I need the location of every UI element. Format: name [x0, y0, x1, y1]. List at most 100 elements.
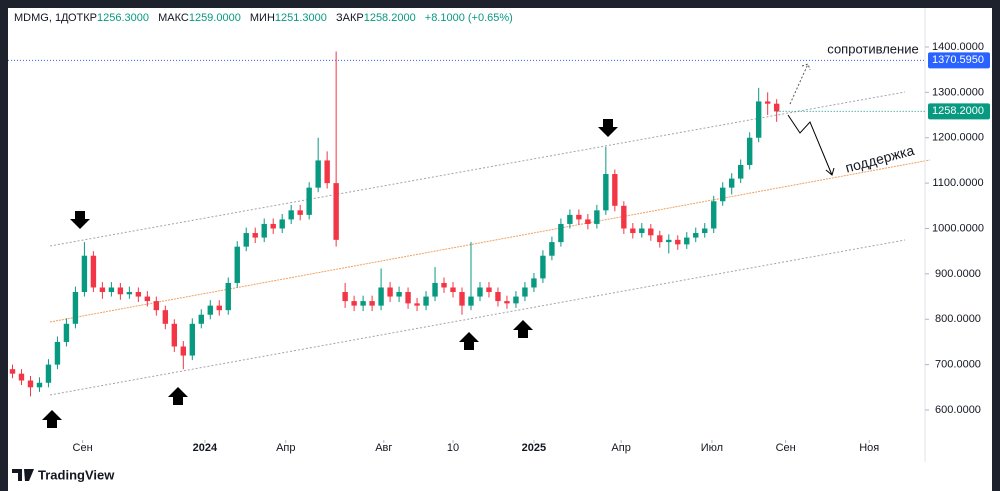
- symbol: MDMG, 1Д: [14, 12, 69, 24]
- logo-icon: [12, 469, 34, 481]
- candle-body: [702, 228, 708, 234]
- candle-body: [755, 101, 762, 138]
- chart-background: [8, 8, 992, 491]
- candle-body: [153, 301, 160, 311]
- candle-body: [369, 301, 375, 306]
- candle-body: [612, 174, 618, 206]
- candle-body: [540, 255, 546, 279]
- candle-body: [54, 341, 61, 365]
- candle-body: [18, 373, 25, 381]
- candle-body: [630, 228, 636, 234]
- candle-body: [405, 292, 411, 304]
- candle-body: [234, 246, 240, 283]
- candle-body: [639, 228, 645, 234]
- candle-body: [135, 292, 142, 297]
- candle-body: [261, 223, 267, 238]
- logo-text: TradingView: [38, 467, 115, 482]
- x-tick-label: 2025: [522, 442, 546, 454]
- x-tick-label: 2024: [193, 442, 218, 454]
- low-label: МИН: [250, 12, 275, 24]
- high-label: МАКС: [158, 12, 189, 24]
- candle-body: [99, 287, 106, 293]
- candle-body: [306, 187, 312, 215]
- channel-lower: [49, 239, 906, 396]
- last-price-label: 1258.2000: [932, 105, 984, 117]
- y-tick-label: 1300.0000: [932, 86, 984, 98]
- candle-body: [738, 164, 744, 179]
- candle-body: [279, 219, 285, 229]
- candle-body: [387, 287, 393, 297]
- candle-body: [711, 201, 717, 229]
- channel-upper: [49, 91, 906, 247]
- x-tick-label: Апр: [276, 442, 295, 454]
- candle-body: [270, 223, 276, 229]
- candle-body: [549, 242, 555, 256]
- candle-body: [585, 219, 591, 224]
- candle-body: [333, 183, 339, 240]
- candle-body: [594, 210, 600, 224]
- candle-body: [378, 287, 384, 306]
- down-arrow: [598, 119, 618, 137]
- change-value: +8.1000 (+0.65%): [425, 12, 513, 24]
- candle-body: [189, 323, 195, 356]
- down-arrow: [70, 211, 90, 229]
- candle-body: [63, 323, 70, 342]
- resistance-price-box: [928, 52, 990, 69]
- candle-body: [504, 301, 510, 304]
- candle-body: [297, 210, 303, 215]
- y-tick-label: 600.0000: [935, 404, 981, 416]
- y-tick-label: 700.0000: [935, 359, 981, 371]
- candle-body: [360, 301, 366, 306]
- header: MDMG, 1Д ОТКР1256.3000 МАКС1259.0000 МИН…: [14, 12, 513, 24]
- x-tick-label: 10: [447, 442, 459, 454]
- x-tick-label: Авг: [375, 442, 392, 454]
- candle-body: [324, 160, 330, 184]
- breakout-path: [789, 63, 811, 105]
- candle-body: [531, 278, 537, 288]
- candle-body: [576, 214, 582, 220]
- up-arrow: [459, 332, 479, 350]
- candle-body: [729, 178, 735, 188]
- y-tick-label: 1000.0000: [932, 222, 984, 234]
- candle-body: [746, 137, 753, 165]
- last-price-box: [928, 103, 990, 120]
- candle-body: [486, 287, 492, 293]
- candle-body: [351, 301, 357, 306]
- candle-body: [684, 237, 690, 245]
- y-tick-label: 1100.0000: [932, 177, 983, 189]
- candle-body: [171, 323, 178, 347]
- candle-body: [423, 296, 429, 306]
- candle-body: [477, 287, 483, 297]
- candle-body: [495, 292, 501, 302]
- markers: [42, 119, 618, 428]
- candle-body: [117, 287, 124, 295]
- candle-body: [441, 282, 447, 288]
- resistance-price-label: 1370.5950: [932, 54, 984, 66]
- candle-body: [243, 233, 249, 247]
- candle-body: [396, 292, 402, 297]
- candle-body: [621, 205, 627, 229]
- low-value: 1251.3000: [275, 12, 327, 24]
- x-tick-label: Сен: [73, 442, 93, 454]
- open-value: 1256.3000: [97, 12, 149, 24]
- candle-body: [216, 305, 222, 311]
- candle-body: [45, 364, 52, 383]
- candle-body: [513, 296, 519, 304]
- candle-body: [414, 303, 420, 306]
- up-arrow: [513, 320, 533, 338]
- pullback-path: [787, 114, 835, 176]
- candle-body: [603, 174, 609, 211]
- resistance-label: сопротивление: [827, 41, 918, 56]
- footer: TradingView: [12, 467, 115, 482]
- candle-body: [773, 103, 780, 112]
- high-value: 1259.0000: [189, 12, 241, 24]
- candle-body: [468, 296, 474, 306]
- candle-body: [144, 296, 151, 302]
- candle-body: [459, 292, 465, 306]
- candle-body: [90, 255, 97, 288]
- close-label: ЗАКР: [336, 12, 364, 24]
- x-tick-label: Ноя: [859, 442, 879, 454]
- candle-body: [675, 239, 681, 245]
